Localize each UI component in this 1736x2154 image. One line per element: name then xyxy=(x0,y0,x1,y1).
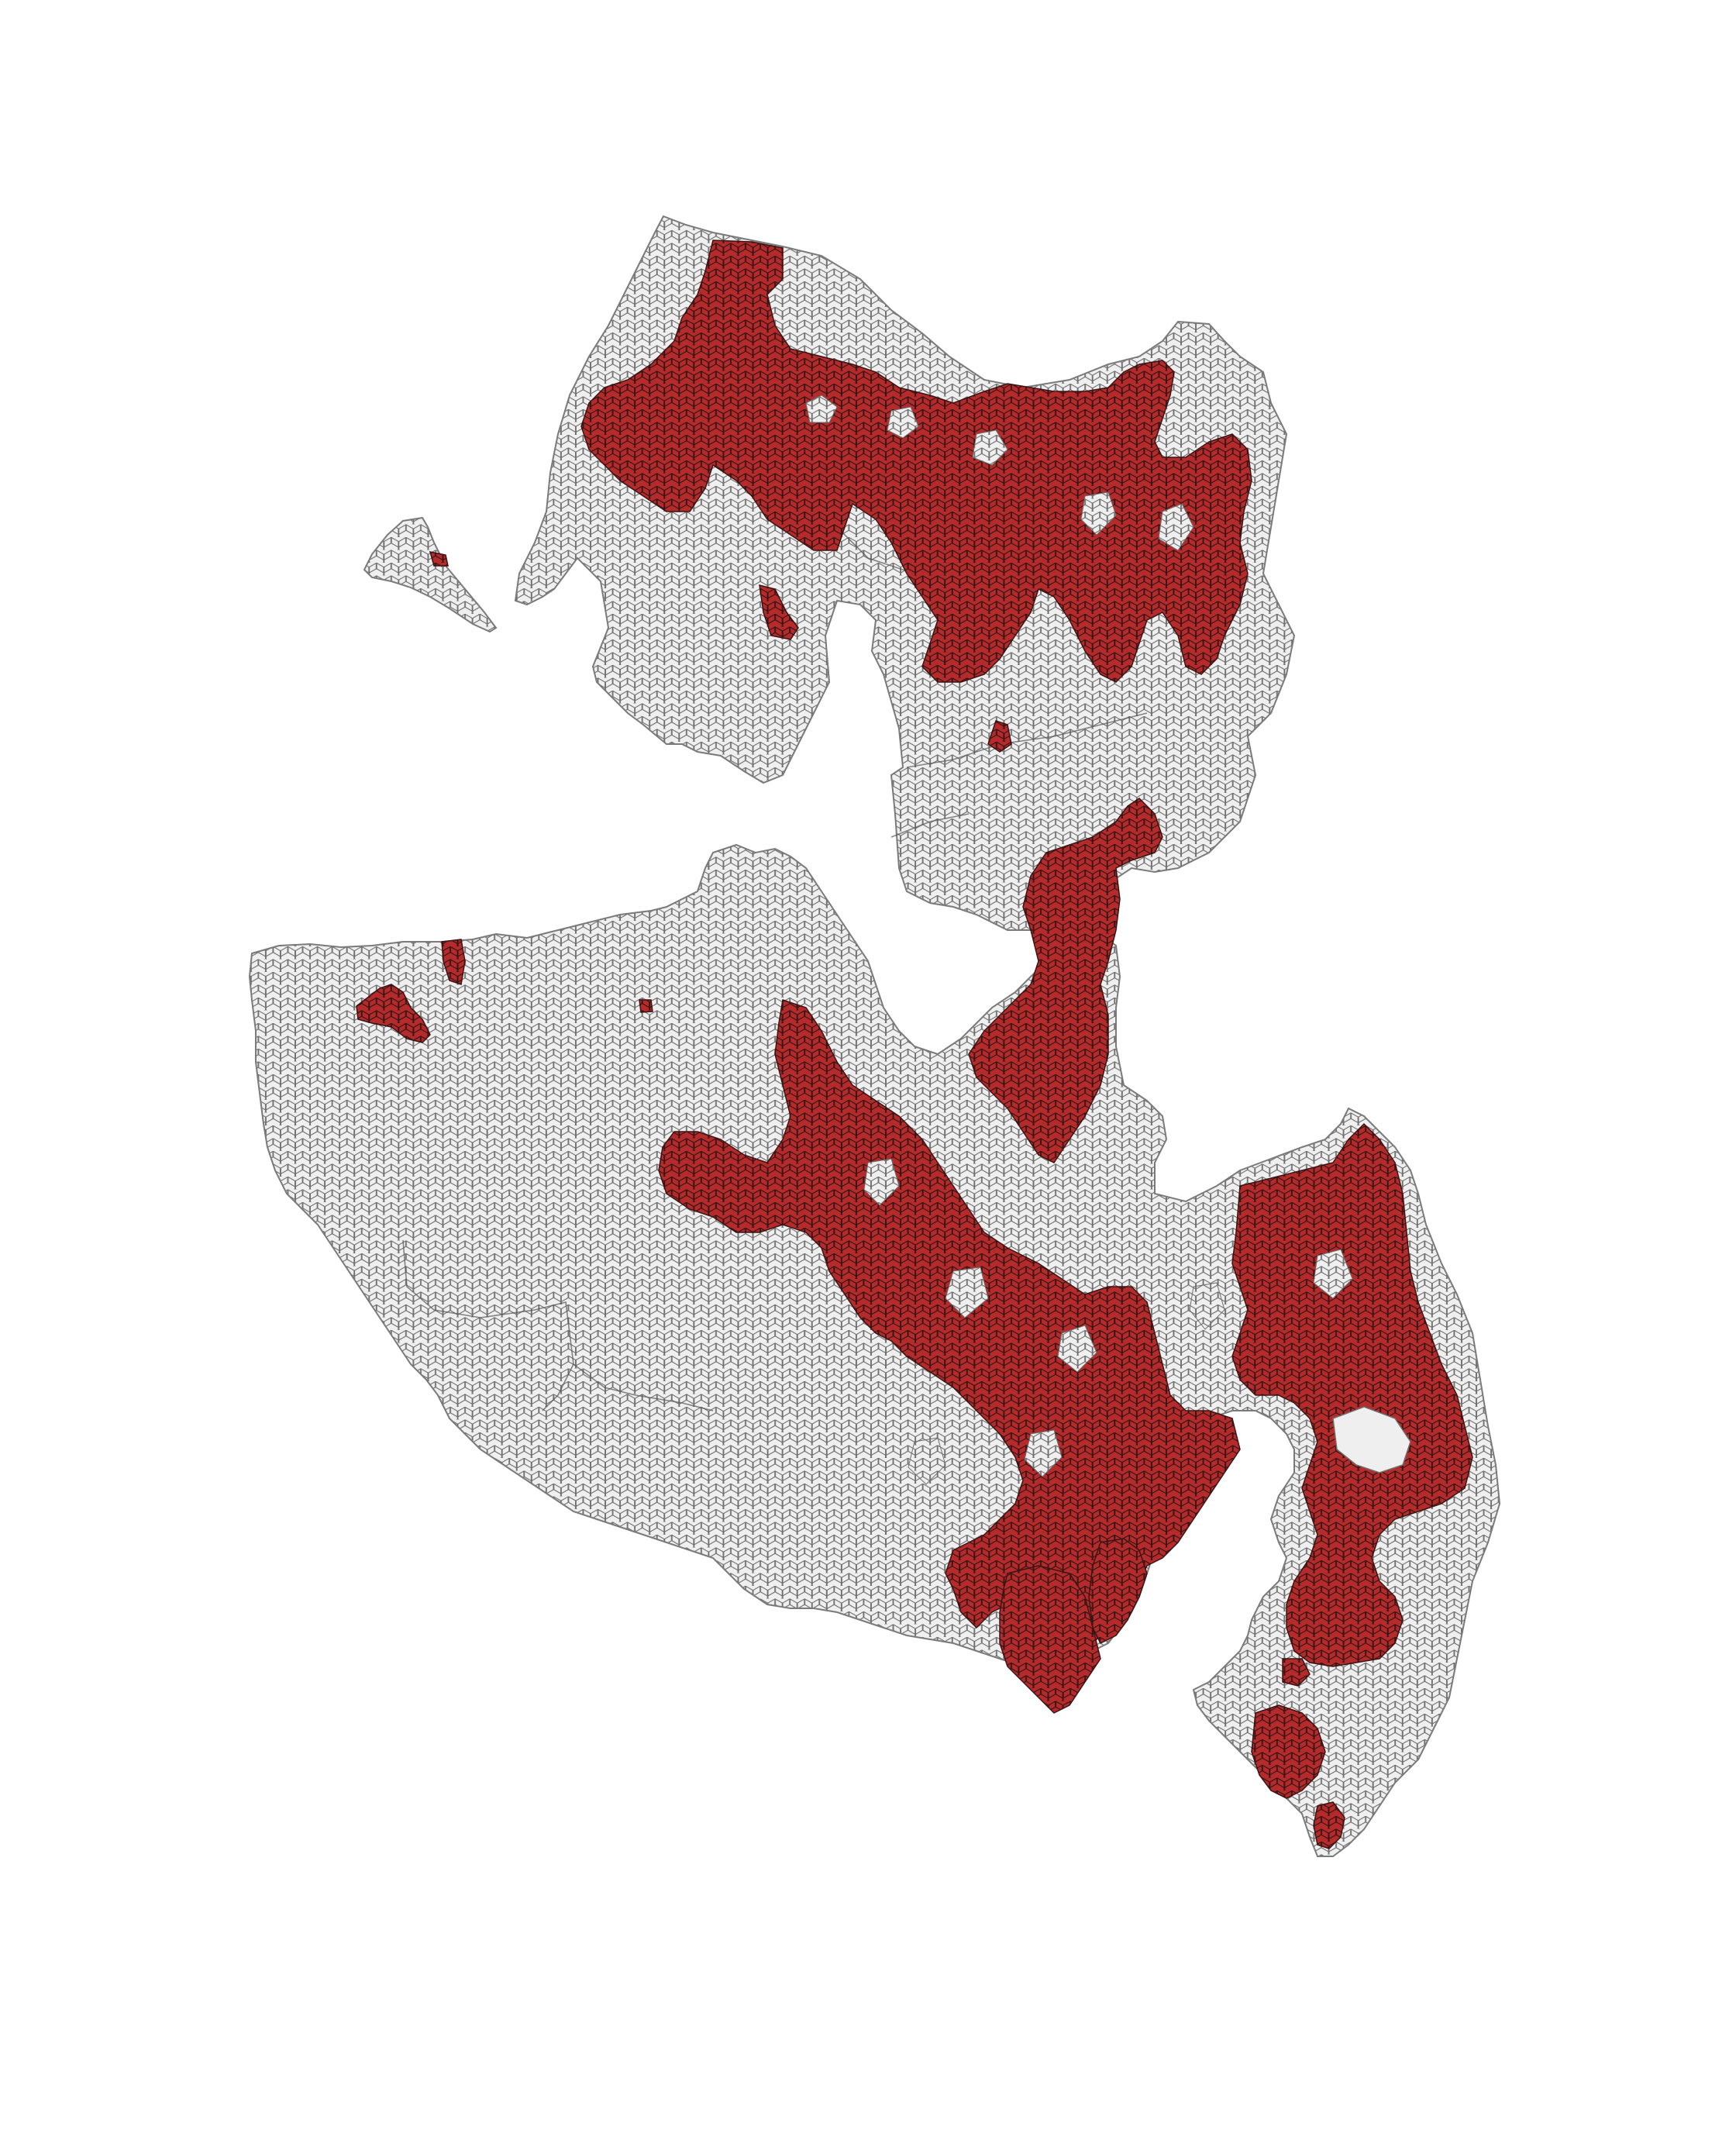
highlight-south-cluster-1 xyxy=(999,1565,1101,1714)
highlight-north-patch-2 xyxy=(987,720,1012,753)
highlight-east-inner-gap-fill xyxy=(1332,1406,1411,1473)
speckle-gaps xyxy=(805,395,1353,1485)
highlighted-layer xyxy=(356,240,1473,1849)
highlight-sw-patch-2 xyxy=(441,939,466,985)
highlight-corridor xyxy=(968,798,1163,1163)
highlight-tail-3 xyxy=(1282,1658,1311,1687)
highlight-north-band xyxy=(580,240,1252,683)
highlight-tail-1 xyxy=(1251,1704,1326,1799)
highlight-island-dot xyxy=(429,551,449,567)
highlight-north-patch-1 xyxy=(759,584,799,640)
region-south xyxy=(248,843,1501,1857)
highlight-central-mass xyxy=(658,999,1241,1675)
highlight-south-cluster-2 xyxy=(1088,1538,1148,1645)
highlight-east-mass xyxy=(1231,1122,1473,1667)
highlight-sw-patch-1 xyxy=(356,984,431,1043)
highlight-tail-2 xyxy=(1313,1801,1345,1849)
island-west xyxy=(363,516,498,633)
highlight-sw-dot xyxy=(639,999,653,1013)
